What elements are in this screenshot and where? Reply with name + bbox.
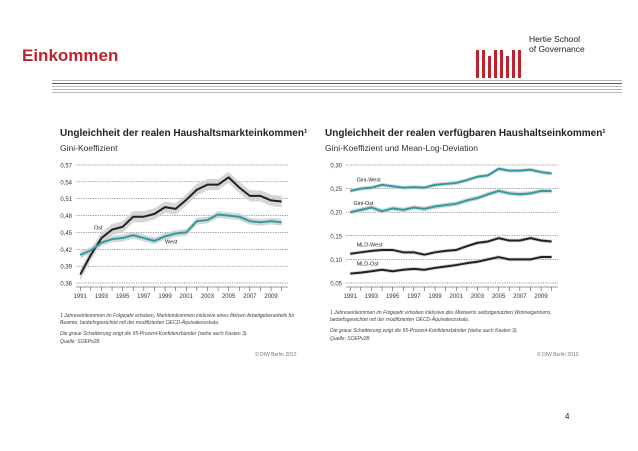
- logo-line-1: Hertie School: [529, 34, 581, 44]
- series-label: Gini-West: [357, 178, 382, 184]
- left-footnote-1: 1 Jahreseinkommen im Folgejahr erhoben, …: [60, 313, 295, 319]
- x-tick-label: 2009: [264, 294, 278, 300]
- series-line: [350, 167, 552, 192]
- right-chart-subtitle: Gini-Koeffizient und Mean-Log-Deviation: [325, 143, 478, 153]
- right-footnote-3: Die graue Schattierung zeigt die 95-Proz…: [330, 328, 518, 334]
- x-tick-label: 1995: [116, 294, 130, 300]
- y-tick-label: 0,45: [60, 231, 72, 237]
- y-tick-label: 0,25: [330, 187, 342, 193]
- series-line: [350, 237, 552, 256]
- x-tick-label: 1999: [428, 294, 442, 300]
- x-tick-label: 2003: [201, 294, 215, 300]
- y-tick-label: 0,30: [330, 164, 342, 170]
- left-source: Quelle: SOEPv28.: [60, 339, 101, 345]
- x-tick-label: 2009: [534, 294, 548, 300]
- right-chart-title: Ungleichheit der realen verfügbaren Haus…: [325, 128, 606, 139]
- x-tick-label: 1993: [365, 294, 379, 300]
- x-tick-label: 2001: [450, 294, 464, 300]
- left-chart-title: Ungleichheit der realen Haushaltsmarktei…: [60, 128, 308, 139]
- series-line: [79, 176, 282, 276]
- series-label: MLD-Ost: [357, 262, 379, 268]
- x-tick-label: 2005: [492, 294, 506, 300]
- x-tick-label: 1991: [74, 294, 88, 300]
- x-tick-label: 1997: [137, 294, 151, 300]
- confidence-band: [350, 188, 552, 215]
- left-chart-subtitle: Gini-Koeffizient: [60, 143, 118, 153]
- series-label: West: [165, 240, 178, 246]
- y-tick-label: 0,36: [60, 282, 72, 288]
- left-footnote-2: Beamte, bedarfsgewichtet mit der modifiz…: [60, 320, 220, 326]
- series-line: [350, 189, 552, 214]
- y-tick-label: 0,05: [330, 282, 342, 288]
- y-tick-label: 0,15: [330, 234, 342, 240]
- x-tick-label: 1995: [386, 294, 400, 300]
- y-tick-label: 0,48: [60, 214, 72, 220]
- y-tick-label: 0,54: [60, 180, 72, 186]
- confidence-band: [80, 211, 282, 259]
- series-line: [350, 256, 552, 275]
- confidence-band: [80, 171, 282, 281]
- series-label: Ost: [94, 226, 103, 232]
- y-tick-label: 0,42: [60, 248, 72, 254]
- right-footnote-1: 1 Jahreseinkommen im Folgejahr erhoben i…: [330, 310, 552, 316]
- right-chart: 0,05 0,10 0,15 0,20 0,25 0,30 1991 1993 1995 1997…: [330, 164, 558, 300]
- x-tick-label: 1999: [158, 294, 172, 300]
- left-copyright: © DIW Berlin 2012: [255, 352, 297, 358]
- right-source: Quelle: SOEPv28.: [330, 336, 371, 342]
- header-divider: [52, 80, 622, 96]
- left-chart: 0,36 0,39 0,42 0,45 0,48 0,51 0,54 0,57 1991 1993…: [60, 164, 288, 300]
- x-tick-label: 2005: [222, 294, 236, 300]
- page-number: 4: [565, 412, 570, 421]
- right-copyright: © DIW Berlin 2012: [537, 352, 579, 358]
- x-tick-label: 1993: [95, 294, 109, 300]
- right-footnote-2: bedarfsgewichtet mit der modifizierten O…: [330, 317, 470, 323]
- y-tick-label: 0,20: [330, 211, 342, 217]
- hertie-logo-icon: [476, 50, 521, 78]
- slide-title: Einkommen: [22, 46, 119, 65]
- series-line: [79, 213, 282, 256]
- logo-line-2: of Governance: [529, 44, 585, 54]
- x-tick-label: 1997: [407, 294, 421, 300]
- left-footnote-3: Die graue Schattierung zeigt die 95-Proz…: [60, 331, 248, 337]
- x-tick-label: 2007: [513, 294, 527, 300]
- logo-text: Hertie School of Governance: [529, 34, 585, 54]
- y-tick-label: 0,51: [60, 197, 72, 203]
- y-tick-label: 0,39: [60, 265, 72, 271]
- x-tick-label: 2003: [471, 294, 485, 300]
- y-tick-label: 0,10: [330, 258, 342, 264]
- series-label: Gini-Ost: [353, 201, 374, 207]
- x-tick-label: 2007: [243, 294, 257, 300]
- x-tick-label: 2001: [180, 294, 194, 300]
- y-tick-label: 0,57: [60, 164, 72, 170]
- series-label: MLD-West: [357, 243, 383, 249]
- x-tick-label: 1991: [344, 294, 358, 300]
